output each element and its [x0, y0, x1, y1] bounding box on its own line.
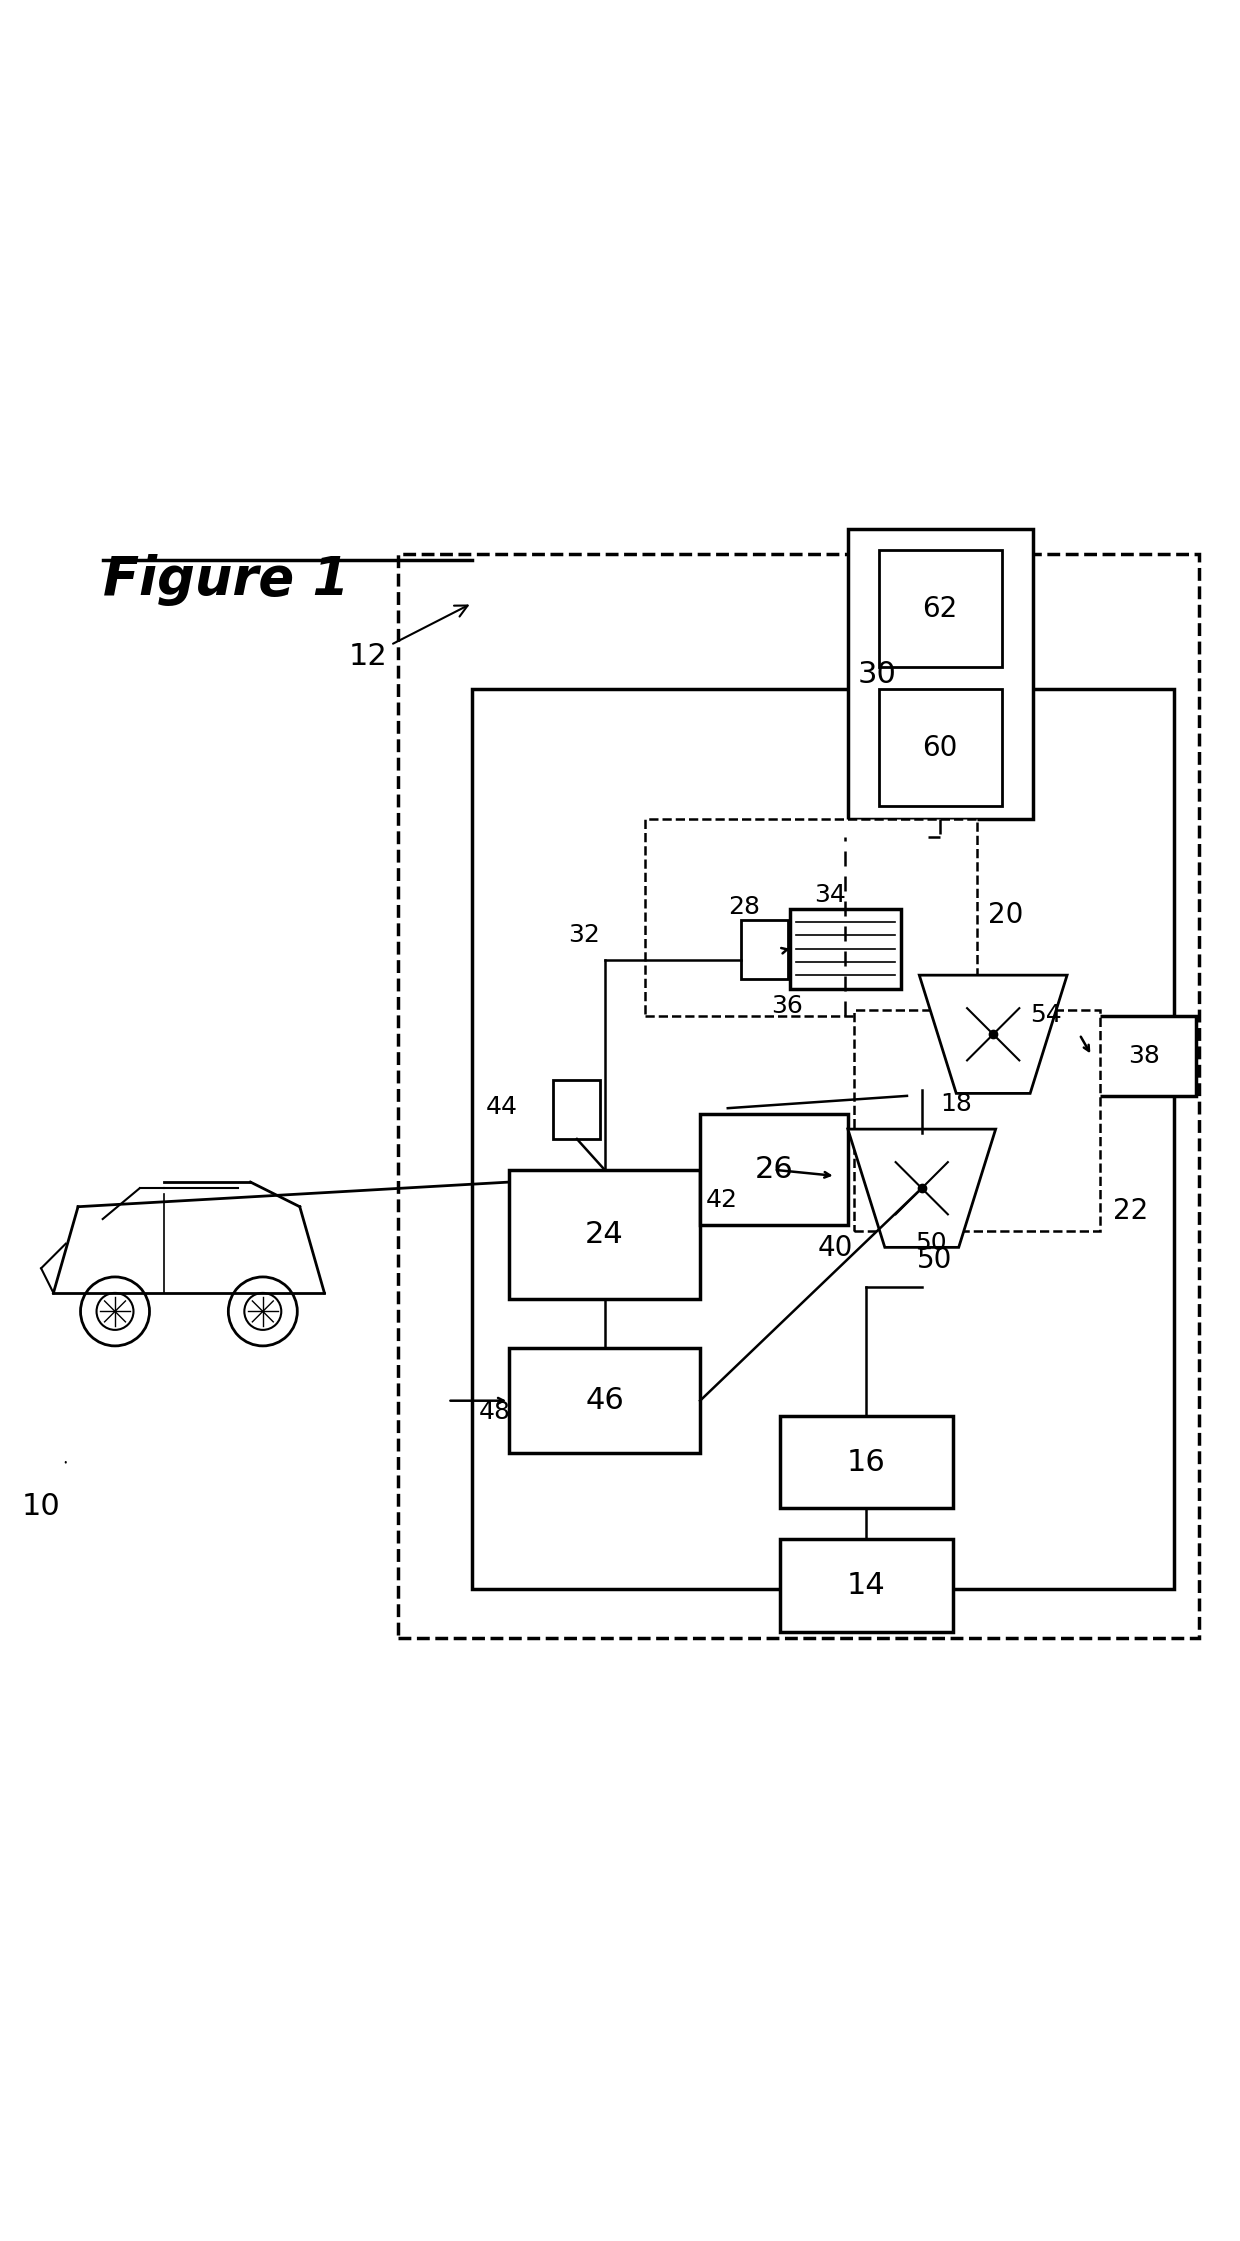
Text: 62: 62 — [923, 594, 957, 623]
Text: 44: 44 — [486, 1096, 518, 1118]
Text: 16: 16 — [847, 1448, 885, 1477]
Text: 28: 28 — [728, 894, 760, 919]
Text: 48: 48 — [479, 1401, 511, 1425]
Text: 14: 14 — [847, 1571, 885, 1600]
Text: 18: 18 — [940, 1091, 972, 1116]
Text: 22: 22 — [1112, 1197, 1148, 1226]
Bar — [510, 1170, 701, 1300]
Text: 60: 60 — [923, 733, 959, 762]
Circle shape — [97, 1293, 134, 1329]
Circle shape — [228, 1277, 298, 1347]
Text: 26: 26 — [755, 1156, 794, 1183]
Text: Figure 1: Figure 1 — [103, 554, 348, 605]
Bar — [1091, 1015, 1197, 1096]
Bar — [780, 1540, 952, 1631]
Bar — [645, 818, 977, 1015]
Circle shape — [244, 1293, 281, 1329]
Text: 30: 30 — [858, 659, 897, 688]
Text: 54: 54 — [1030, 1004, 1061, 1026]
Text: 10: 10 — [22, 1493, 61, 1522]
Polygon shape — [848, 1129, 996, 1248]
Bar — [879, 551, 1002, 668]
Circle shape — [81, 1277, 150, 1347]
Bar — [398, 554, 1199, 1638]
Bar — [510, 1349, 701, 1452]
Bar — [879, 690, 1002, 807]
Text: 50: 50 — [915, 1230, 947, 1255]
Bar — [854, 1011, 1100, 1230]
Bar — [701, 1114, 848, 1226]
Text: 34: 34 — [815, 883, 847, 908]
Text: 24: 24 — [585, 1219, 624, 1248]
Text: 20: 20 — [988, 901, 1023, 930]
Text: 46: 46 — [585, 1387, 624, 1416]
Bar — [790, 908, 900, 988]
Polygon shape — [919, 975, 1068, 1094]
Bar — [780, 1416, 952, 1508]
Text: 50: 50 — [916, 1246, 952, 1275]
Bar — [553, 1080, 600, 1138]
Text: 32: 32 — [568, 923, 599, 948]
Text: 12: 12 — [348, 605, 467, 670]
Bar — [848, 529, 1033, 818]
Bar — [472, 690, 1174, 1589]
Text: 38: 38 — [1128, 1044, 1159, 1069]
Text: 42: 42 — [707, 1188, 738, 1212]
Bar — [740, 919, 787, 979]
Text: 40: 40 — [818, 1235, 853, 1262]
Text: 36: 36 — [771, 995, 804, 1017]
